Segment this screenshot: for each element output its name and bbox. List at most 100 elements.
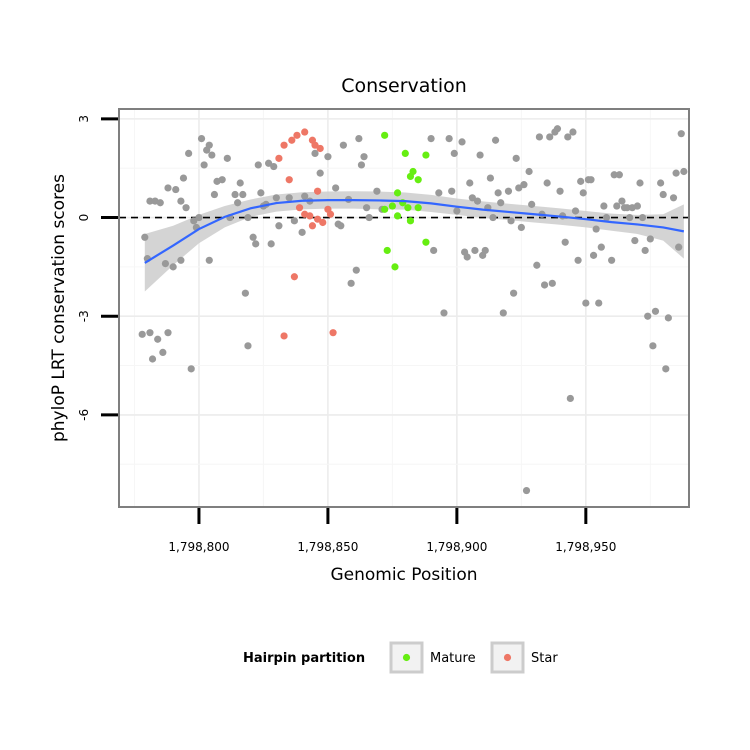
- data-point-other: [574, 256, 582, 264]
- data-point-other: [463, 253, 471, 261]
- data-point-other: [324, 153, 332, 161]
- data-point-other: [205, 141, 213, 149]
- data-point-other: [448, 187, 456, 195]
- data-point-other: [290, 217, 298, 225]
- data-point-other: [533, 261, 541, 269]
- data-point-other: [608, 256, 616, 264]
- data-point-other: [618, 197, 626, 205]
- data-point-other: [249, 233, 257, 241]
- data-point-other: [264, 159, 273, 167]
- data-point-other: [499, 309, 507, 317]
- data-point-other: [491, 136, 500, 144]
- data-point-other: [337, 222, 345, 230]
- data-point-other: [522, 486, 531, 495]
- data-point-star: [313, 215, 322, 223]
- legend-item-star: Star: [490, 641, 558, 674]
- data-point-other: [241, 289, 249, 297]
- data-point-other: [512, 154, 520, 162]
- data-point-other: [589, 251, 598, 259]
- data-point-star: [293, 131, 301, 139]
- data-point-other: [595, 299, 603, 307]
- data-point-other: [435, 189, 443, 197]
- y-axis-label: phyloP LRT conservation scores: [49, 174, 69, 442]
- data-point-other: [141, 233, 149, 241]
- x-axis-label: Genomic Position: [330, 565, 477, 585]
- data-point-mature: [414, 176, 422, 184]
- data-point-other: [254, 161, 262, 169]
- data-point-other: [223, 154, 231, 162]
- data-point-other: [553, 125, 562, 133]
- y-tick-label: -3: [77, 310, 91, 322]
- data-point-star: [295, 204, 304, 212]
- data-point-star: [316, 144, 324, 153]
- data-point-other: [535, 133, 544, 141]
- data-point-other: [355, 135, 363, 143]
- data-point-other: [633, 202, 642, 210]
- data-point-star: [288, 136, 296, 144]
- data-point-other: [332, 184, 340, 192]
- data-point-star: [301, 128, 309, 136]
- y-axis: 3 0 -3 -6: [77, 115, 118, 421]
- data-point-other: [646, 235, 654, 243]
- data-point-other: [680, 167, 688, 176]
- data-point-star: [313, 187, 322, 195]
- data-point-other: [146, 329, 154, 337]
- data-point-other: [363, 204, 371, 212]
- data-point-other: [677, 130, 685, 138]
- data-point-other: [613, 202, 621, 210]
- data-point-other: [582, 299, 590, 307]
- data-point-other: [571, 207, 580, 215]
- data-point-other: [615, 171, 623, 179]
- data-point-other: [649, 342, 657, 350]
- data-point-other: [600, 202, 608, 210]
- x-tick-label: 1,798,900: [426, 540, 487, 554]
- data-point-other: [587, 176, 595, 184]
- data-point-other: [610, 171, 618, 179]
- x-axis: 1,798,800 1,798,850 1,798,900 1,798,950: [168, 508, 616, 554]
- data-point-other: [270, 162, 278, 171]
- data-point-other: [528, 200, 536, 208]
- data-point-mature: [401, 149, 409, 158]
- data-point-mature: [406, 172, 415, 181]
- data-point-other: [234, 199, 242, 207]
- data-point-other: [205, 256, 213, 264]
- data-point-mature: [391, 263, 399, 271]
- data-point-other: [664, 314, 672, 322]
- data-point-other: [602, 213, 611, 222]
- data-point-other: [540, 281, 549, 289]
- data-point-other: [164, 184, 172, 192]
- data-point-other: [430, 246, 438, 255]
- data-point-other: [489, 213, 497, 222]
- data-point-other: [347, 279, 355, 287]
- chart-title: Conservation: [341, 75, 467, 97]
- data-point-other: [631, 236, 639, 245]
- data-point-star: [326, 210, 335, 218]
- data-point-other: [298, 228, 306, 236]
- data-point-other: [138, 330, 146, 338]
- data-point-other: [636, 179, 644, 187]
- data-point-star: [306, 212, 314, 220]
- data-point-other: [510, 289, 518, 297]
- data-point-other: [195, 213, 203, 222]
- data-point-other: [592, 225, 600, 233]
- data-point-other: [275, 222, 283, 230]
- legend-item-mature: Mature: [389, 641, 476, 674]
- data-point-other: [569, 128, 577, 136]
- y-tick-label: 0: [77, 214, 91, 222]
- data-point-mature: [381, 131, 389, 139]
- data-point-star: [319, 218, 327, 227]
- data-point-other: [316, 169, 324, 177]
- data-point-other: [252, 240, 260, 248]
- data-point-other: [311, 149, 319, 158]
- data-point-other: [161, 259, 170, 268]
- x-tick-label: 1,798,800: [168, 540, 229, 554]
- data-point-other: [486, 174, 495, 182]
- data-point-star: [308, 222, 317, 230]
- data-point-star: [275, 154, 283, 162]
- data-point-other: [357, 161, 366, 169]
- data-point-other: [239, 190, 247, 199]
- data-point-other: [458, 138, 466, 146]
- data-point-other: [579, 189, 587, 197]
- data-point-star: [280, 332, 288, 340]
- data-point-other: [450, 149, 458, 158]
